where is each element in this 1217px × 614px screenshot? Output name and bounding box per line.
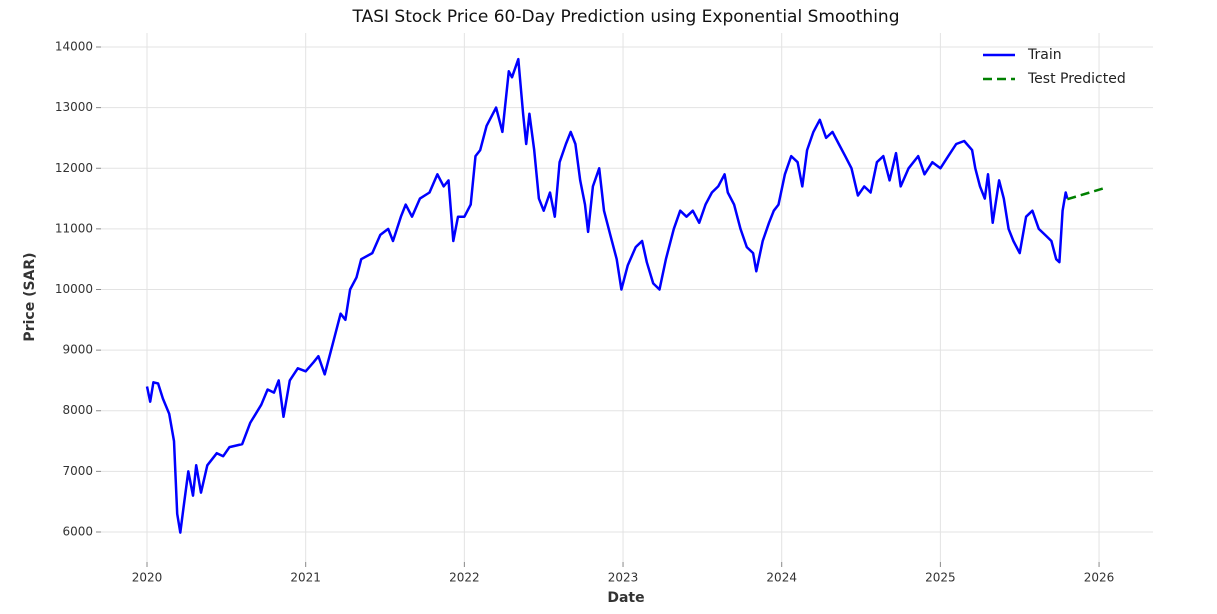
x-tick-label: 2022 [449, 571, 480, 585]
legend-label: Train [1027, 47, 1062, 63]
line [145, 57, 1069, 534]
line [1066, 187, 1105, 201]
chart-title: TASI Stock Price 60-Day Prediction using… [352, 7, 900, 27]
y-tick-label: 9000 [62, 343, 93, 357]
x-tick-label: 2023 [608, 571, 639, 585]
y-tick-label: 13000 [55, 100, 93, 114]
y-tick-label: 8000 [62, 403, 93, 417]
x-tick-label: 2021 [290, 571, 321, 585]
x-tick-label: 2020 [132, 571, 163, 585]
legend-label: Test Predicted [1027, 71, 1126, 87]
x-tick-label: 2024 [766, 571, 797, 585]
x-axis-label: Date [607, 590, 644, 606]
y-tick-label: 7000 [62, 464, 93, 478]
x-tick-label: 2025 [925, 571, 956, 585]
y-tick-label: 14000 [55, 40, 93, 54]
x-tick-label: 2026 [1084, 571, 1115, 585]
y-tick-label: 12000 [55, 161, 93, 175]
y-axis-label: Price (SAR) [22, 252, 38, 341]
y-tick-label: 10000 [55, 282, 93, 296]
y-tick-label: 11000 [55, 221, 93, 235]
y-tick-label: 6000 [62, 524, 93, 538]
